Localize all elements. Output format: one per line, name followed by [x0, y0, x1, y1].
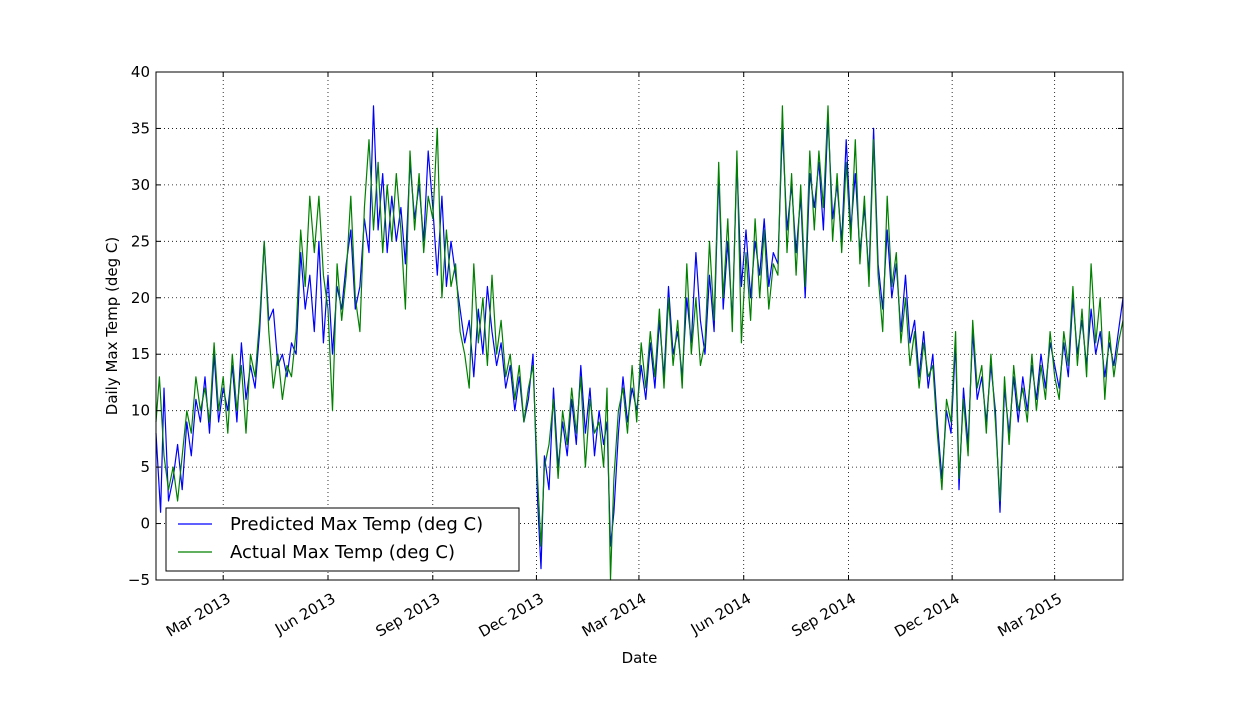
- y-tick-label: 25: [131, 232, 150, 250]
- x-tick-label: Dec 2014: [891, 589, 962, 641]
- series-lines: [155, 105, 1124, 581]
- y-tick-label: 15: [131, 345, 150, 363]
- x-axis-title: Date: [622, 649, 658, 667]
- x-tick-label: Sep 2014: [788, 589, 859, 640]
- y-tick-label: 0: [140, 515, 150, 533]
- series-line-predicted: [155, 105, 1124, 570]
- legend: Predicted Max Temp (deg C) Actual Max Te…: [165, 507, 520, 572]
- y-tick-label: −5: [128, 571, 150, 589]
- y-tick-label: 10: [131, 402, 150, 420]
- y-tick-label: 35: [131, 119, 150, 137]
- plot-area-frame: [155, 71, 1124, 581]
- y-tick-label: 5: [140, 458, 150, 476]
- grid-lines: [156, 72, 1123, 580]
- x-tick-label: Mar 2015: [994, 589, 1065, 640]
- x-tick-label: Dec 2013: [476, 589, 547, 641]
- y-tick-label: 40: [131, 63, 150, 81]
- series-line-actual: [155, 105, 1124, 581]
- legend-box: [165, 507, 520, 572]
- x-tick-label: Jun 2014: [687, 589, 754, 638]
- y-tick-label: 20: [131, 289, 150, 307]
- legend-label-predicted: Predicted Max Temp (deg C): [230, 514, 483, 535]
- x-tick-label: Sep 2013: [373, 589, 444, 640]
- x-tick-label: Mar 2014: [579, 589, 650, 640]
- y-axis-title: Daily Max Temp (deg C): [103, 237, 121, 415]
- y-tick-label: 30: [131, 176, 150, 194]
- x-tick-label: Mar 2013: [163, 589, 234, 640]
- x-tick-label: Jun 2013: [271, 589, 338, 638]
- legend-label-actual: Actual Max Temp (deg C): [230, 542, 455, 563]
